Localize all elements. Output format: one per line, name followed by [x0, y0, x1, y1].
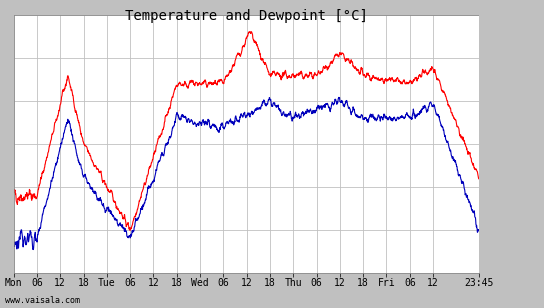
Text: www.vaisala.com: www.vaisala.com [5, 296, 81, 305]
Text: Temperature and Dewpoint [°C]: Temperature and Dewpoint [°C] [125, 9, 368, 23]
